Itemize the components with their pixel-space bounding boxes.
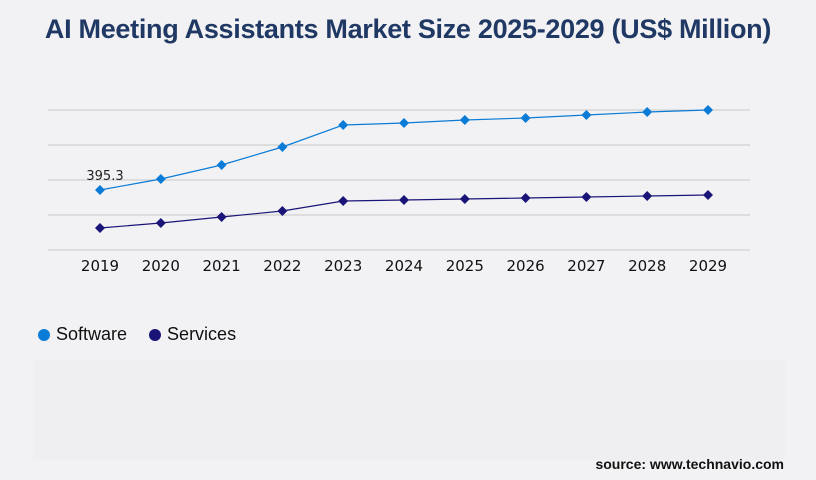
data-point (277, 141, 288, 152)
legend-label: Services (167, 324, 237, 344)
chart-title: AI Meeting Assistants Market Size 2025-2… (44, 14, 772, 44)
x-tick-label: 2024 (385, 257, 423, 275)
data-label: 395.3 (86, 169, 123, 184)
x-tick-label: 2020 (142, 257, 180, 275)
line-chart: 2019 2020 2021 2022 2023 2024 2025 2026 2027 2028… (48, 104, 750, 275)
source-text: source: www.technavio.com (595, 456, 784, 472)
x-tick-label: 2026 (507, 257, 545, 275)
legend-label: Software (56, 324, 128, 344)
data-point (338, 196, 349, 207)
data-point (338, 120, 349, 131)
data-point (459, 114, 470, 125)
x-tick-label: 2025 (446, 257, 484, 275)
data-point (703, 104, 713, 115)
data-point (520, 112, 531, 123)
data-point (520, 192, 531, 203)
data-point (642, 190, 653, 201)
x-tick-label: 2027 (567, 257, 605, 275)
background-panel (33, 360, 785, 460)
x-tick-label: 2023 (324, 257, 362, 275)
data-point (155, 173, 166, 184)
software-swatch-icon (38, 328, 50, 341)
data-point (216, 160, 227, 171)
legend: Software Services (38, 324, 236, 345)
services-swatch-icon (149, 328, 162, 341)
data-point (581, 191, 592, 202)
data-point (399, 118, 409, 129)
data-point (703, 189, 713, 200)
data-point (277, 206, 288, 217)
data-point (581, 110, 592, 121)
x-tick-label: 2029 (689, 257, 727, 275)
data-point (95, 223, 105, 234)
legend-item-services[interactable]: Services (149, 324, 236, 345)
data-point (95, 185, 105, 195)
data-point (216, 212, 227, 223)
x-tick-label: 2028 (628, 257, 666, 275)
data-point (155, 217, 166, 228)
legend-item-software[interactable]: Software (38, 324, 127, 345)
data-point (642, 106, 653, 117)
x-tick-label: 2022 (263, 257, 301, 275)
data-point (459, 194, 470, 205)
x-tick-label: 2021 (203, 257, 241, 275)
x-tick-label: 2019 (81, 257, 119, 275)
data-point (399, 195, 409, 206)
